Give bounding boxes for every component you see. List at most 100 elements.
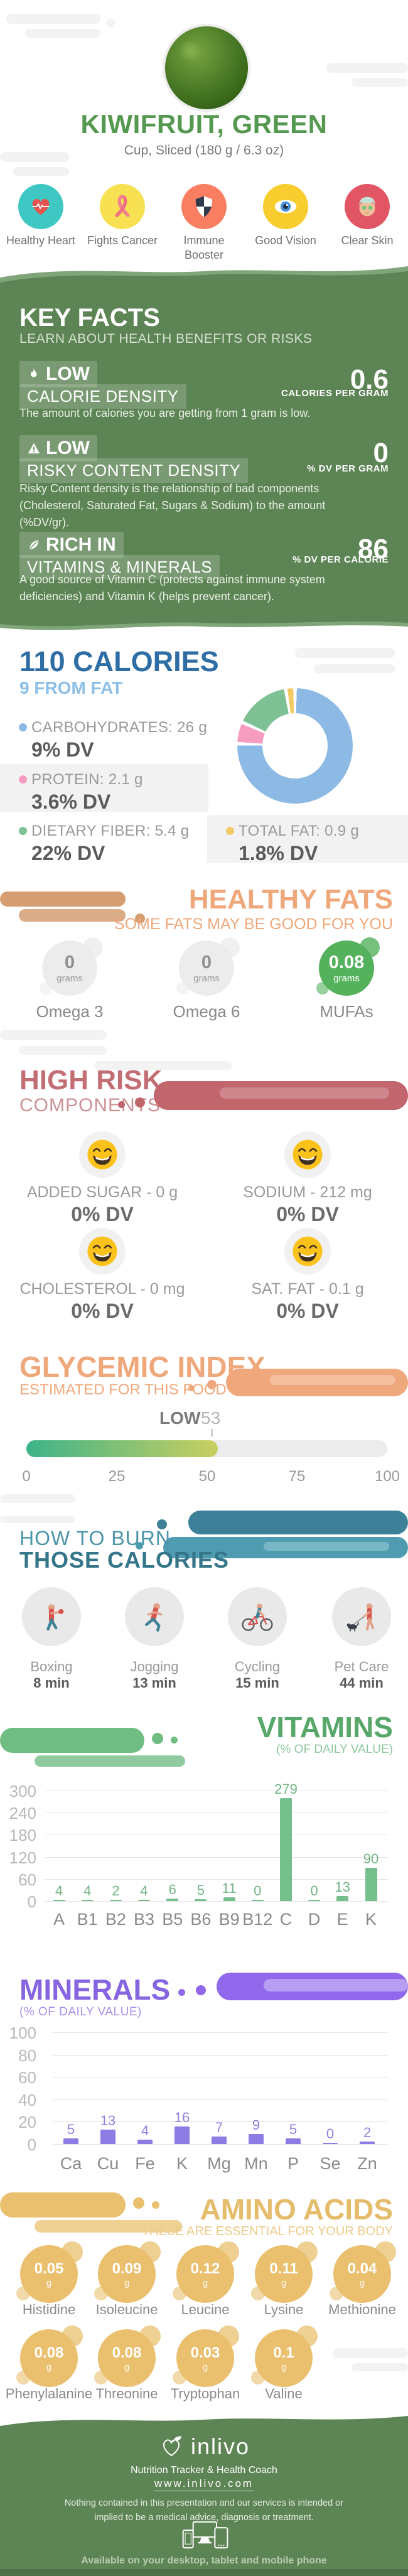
benefit-label: Clear Skin bbox=[341, 234, 394, 247]
bar-category-label: C bbox=[279, 1910, 293, 1929]
bar-value-label: 90 bbox=[363, 1851, 379, 1867]
healthy-fat-badge: 0 grams bbox=[40, 937, 103, 996]
decorative-blob bbox=[157, 1519, 167, 1529]
high-risk-title: HIGH RISK bbox=[19, 1065, 163, 1096]
bar-C bbox=[279, 1798, 292, 1901]
bar-category-label: B3 bbox=[134, 1910, 155, 1929]
chart-y-axis-label: 180 bbox=[9, 1826, 36, 1845]
decorative-blob bbox=[188, 1511, 408, 1534]
key-facts-section bbox=[0, 290, 408, 618]
amino-acid-name: Isoleucine bbox=[95, 2302, 158, 2317]
decorative-blob bbox=[220, 1087, 389, 1099]
vitamins-bar-chart: 0 60 120 180 240 300 4 A 4 B1 2 B2 4 B3 6 B5 5 B6 11 B9 0 B12… bbox=[0, 1770, 408, 1934]
bar-category-label: Se bbox=[319, 2154, 341, 2173]
chart-y-axis-label: 40 bbox=[18, 2090, 36, 2110]
amino-acid-value: 0.03 bbox=[190, 2344, 220, 2361]
decorative-blob bbox=[13, 167, 69, 176]
glycemic-axis-label: 75 bbox=[288, 1468, 306, 1485]
bar-category-label: B2 bbox=[105, 1910, 126, 1929]
healthy-fats-title: HEALTHY FATS bbox=[188, 884, 393, 915]
bar-category-label: K bbox=[176, 2154, 188, 2173]
risk-label: SAT. FAT - 0.1 g bbox=[251, 1280, 364, 1298]
risk-emoji-circle bbox=[284, 1228, 331, 1275]
decorative-blob bbox=[188, 1385, 195, 1391]
chart-gridline bbox=[53, 2144, 388, 2145]
bar-category-label: A bbox=[53, 1910, 65, 1929]
key-fact-description: Risky Content density is the relationshi… bbox=[19, 482, 326, 529]
grin-emoji-icon bbox=[86, 1235, 119, 1268]
benefit-item: Fights Cancer bbox=[82, 184, 163, 248]
heart-pulse-circle bbox=[18, 184, 63, 229]
bar-B5 bbox=[166, 1899, 179, 1901]
decorative-blob bbox=[196, 1985, 206, 1995]
heart-pulse-icon bbox=[26, 192, 55, 221]
macro-dv-value: 9% DV bbox=[31, 738, 94, 761]
amino-acid-unit: g bbox=[202, 2277, 208, 2288]
decorative-blob bbox=[19, 1046, 107, 1055]
bar-category-label: B12 bbox=[242, 1910, 273, 1929]
minerals-subtitle: (% OF DAILY VALUE) bbox=[19, 2005, 142, 2018]
amino-acid-unit: g bbox=[202, 2361, 208, 2373]
bar-category-label: B6 bbox=[190, 1910, 212, 1929]
chart-y-axis-label: 100 bbox=[9, 2024, 36, 2042]
amino-acid-value: 0.08 bbox=[34, 2344, 64, 2361]
decorative-blob bbox=[19, 909, 126, 922]
footer bbox=[0, 2431, 408, 2576]
risk-dv-value: 0% DV bbox=[276, 1300, 339, 1322]
bar-category-label: B5 bbox=[162, 1910, 183, 1929]
glycemic-axis-label: 100 bbox=[374, 1468, 400, 1485]
shield-circle bbox=[181, 184, 227, 229]
decorative-blob bbox=[25, 29, 100, 38]
decorative-blob bbox=[0, 152, 69, 162]
shield-icon bbox=[191, 194, 217, 219]
amino-title: AMINO ACIDS bbox=[200, 2193, 393, 2226]
glycemic-level: LOW bbox=[159, 1408, 201, 1428]
amino-subtitle: THESE ARE ESSENTIAL FOR YOUR BODY bbox=[141, 2224, 393, 2238]
healthy-fat-unit: grams bbox=[333, 973, 360, 984]
bar-value-label: 4 bbox=[140, 1882, 148, 1899]
macro-dv-value: 22% DV bbox=[31, 842, 105, 865]
decorative-blob bbox=[6, 14, 100, 24]
bar-K bbox=[174, 2126, 190, 2144]
decorative-blob bbox=[0, 1516, 75, 1523]
key-facts-items: LOW CALORIE DENSITY 0.6 CALORIES PER GRAM Th… bbox=[19, 352, 389, 615]
bar-B1 bbox=[81, 1899, 94, 1901]
section-wave bbox=[0, 618, 408, 630]
macro-name: DIETARY FIBER: 5.4 g bbox=[31, 822, 190, 839]
glycemic-axis-label: 50 bbox=[198, 1468, 216, 1485]
amino-acid-name: Valine bbox=[265, 2386, 303, 2401]
key-fact-badge: RICH IN bbox=[19, 532, 124, 558]
bar-B3 bbox=[138, 1899, 151, 1901]
risk-item: ADDED SUGAR - 0 g 0% DV bbox=[2, 1131, 203, 1226]
bar-B6 bbox=[195, 1899, 207, 1901]
grin-emoji-icon bbox=[291, 1138, 324, 1171]
vitamins-subtitle: (% OF DAILY VALUE) bbox=[276, 1743, 393, 1756]
benefit-label: Healthy Heart bbox=[6, 234, 76, 247]
benefit-item: Good Vision bbox=[245, 184, 326, 248]
chart-gridline bbox=[53, 2032, 388, 2033]
brand-tagline: Nutrition Tracker & Health Coach bbox=[131, 2465, 277, 2476]
activity-circle bbox=[22, 1587, 81, 1646]
bar-category-label: Cu bbox=[97, 2154, 119, 2173]
key-fact-description: A good source of Vitamin C (protects aga… bbox=[19, 573, 325, 603]
activity-label: Jogging bbox=[130, 1659, 179, 1674]
section-wave bbox=[0, 2416, 408, 2432]
bar-value-label: 5 bbox=[196, 1882, 205, 1899]
bar-value-label: 0 bbox=[310, 1883, 318, 1899]
healthy-fat-badge: 0.08 grams bbox=[316, 937, 380, 996]
decorative-blob bbox=[207, 1380, 217, 1389]
decorative-blob bbox=[35, 2220, 182, 2233]
bar-value-label: 5 bbox=[67, 2121, 75, 2138]
benefit-label: Immune Booster bbox=[183, 234, 225, 261]
key-fact-name: RISKY CONTENT DENSITY bbox=[19, 458, 249, 483]
chart-y-axis-label: 240 bbox=[9, 1804, 36, 1823]
amino-acid-badge: 0.08 g bbox=[94, 2325, 161, 2387]
website-url[interactable]: www.inlivo.com bbox=[154, 2477, 254, 2491]
benefit-item: Clear Skin bbox=[326, 184, 408, 248]
glycemic-axis-label: 0 bbox=[22, 1468, 31, 1485]
amino-acid-badge: 0.09 g bbox=[94, 2241, 161, 2303]
activity-circle bbox=[125, 1587, 184, 1646]
amino-acid-value: 0.12 bbox=[190, 2260, 220, 2277]
macro-panel bbox=[207, 815, 408, 863]
